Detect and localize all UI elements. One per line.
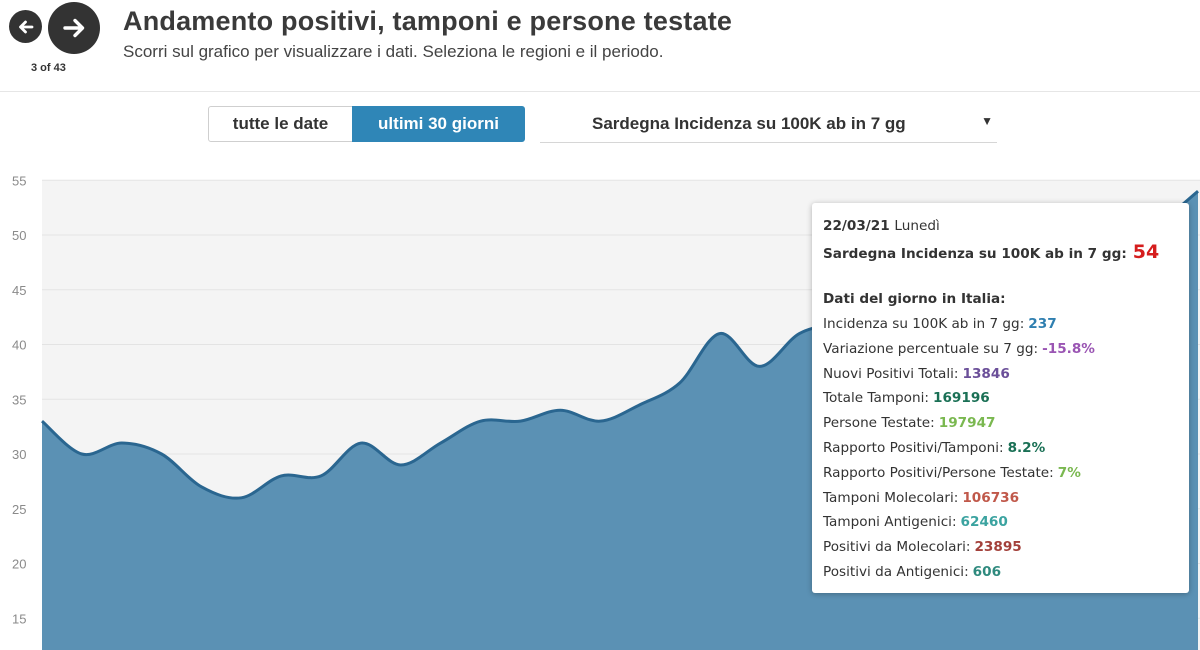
tooltip-row: Persone Testate: 197947 [823,415,996,431]
y-tick-label: 35 [12,392,26,407]
y-tick-label: 45 [12,283,26,298]
prev-button[interactable] [9,10,42,43]
page-subtitle: Scorri sul grafico per visualizzare i da… [123,42,664,61]
data-point[interactable] [438,440,444,446]
tooltip-main-value: 54 [1132,241,1160,263]
arrow-right-icon [63,18,85,38]
data-point[interactable] [517,418,523,424]
data-point[interactable] [717,331,723,337]
data-point[interactable] [637,402,643,408]
data-point[interactable] [358,440,364,446]
y-tick-label: 30 [12,447,26,462]
tooltip-row: Incidenza su 100K ab in 7 gg: 237 [823,316,1057,332]
tooltip-row-value: 7% [1057,464,1081,481]
tooltip-row-label: Positivi da Antigenici: [823,564,969,580]
tooltip-row-label: Tamponi Antigenici: [823,514,957,531]
data-point[interactable] [119,440,125,446]
tooltip-date: 22/03/21 [823,218,890,234]
tooltip-row: Nuovi Positivi Totali: 13846 [823,366,1010,382]
tooltip-row: Tamponi Antigenici: 62460 [823,514,1008,530]
tooltip-date-line: 22/03/21 Lunedì [823,218,940,234]
header-divider [0,91,1200,92]
tooltip-row-label: Rapporto Positivi/Tamponi: [823,440,1004,456]
tooltip-row: Positivi da Molecolari: 23895 [823,539,1022,555]
data-point[interactable] [159,451,165,457]
tooltip-day: Lunedì [894,218,940,234]
y-tick-label: 50 [12,228,26,243]
tooltip-row-value: 8.2% [1007,440,1046,456]
tooltip-row-value: 62460 [960,514,1008,531]
tooltip-row: Positivi da Antigenici: 606 [823,564,1001,580]
next-button[interactable] [48,2,100,54]
tooltip-row: Rapporto Positivi/Persone Testate: 7% [823,465,1081,481]
y-tick-label: 40 [12,338,26,353]
tooltip-row-label: Nuovi Positivi Totali: [823,365,959,382]
data-point[interactable] [238,495,244,501]
data-point[interactable] [677,380,683,386]
y-tick-label: 25 [12,502,26,517]
tooltip-main-line: Sardegna Incidenza su 100K ab in 7 gg: 54 [823,241,1159,263]
region-metric-select-value: Sardegna Incidenza su 100K ab in 7 gg [592,114,906,133]
data-point[interactable] [597,418,603,424]
period-last-30-days-button[interactable]: ultimi 30 giorni [352,106,525,142]
data-tooltip: 22/03/21 Lunedì Sardegna Incidenza su 10… [812,203,1189,593]
tooltip-row-label: Rapporto Positivi/Persone Testate: [823,464,1054,481]
tooltip-row: Totale Tamponi: 169196 [823,390,990,406]
tooltip-row-label: Variazione percentuale su 7 gg: [823,340,1039,357]
tooltip-row-value: 237 [1028,316,1057,332]
period-all-dates-button[interactable]: tutte le date [208,106,353,142]
tooltip-row-label: Persone Testate: [823,415,935,432]
tooltip-row-label: Totale Tamponi: [823,390,929,407]
tooltip-row-label: Positivi da Molecolari: [823,539,971,556]
data-point[interactable] [398,462,404,468]
region-metric-select[interactable]: Sardegna Incidenza su 100K ab in 7 gg ▼ [540,106,997,143]
data-point[interactable] [198,484,204,490]
data-point[interactable] [39,418,45,424]
tooltip-row: Variazione percentuale su 7 gg: -15.8% [823,341,1095,357]
tooltip-section-title: Dati del giorno in Italia: [823,291,1006,307]
y-tick-label: 15 [12,611,26,626]
tooltip-row-value: 606 [972,564,1002,580]
tooltip-row-label: Incidenza su 100K ab in 7 gg: [823,316,1025,332]
data-point[interactable] [318,473,324,479]
tooltip-main-label: Sardegna Incidenza su 100K ab in 7 gg: [823,246,1127,262]
page-title: Andamento positivi, tamponi e persone te… [123,6,733,36]
tooltip-row-value: 169196 [932,390,990,407]
y-tick-label: 55 [12,173,26,188]
tooltip-row-value: 13846 [962,365,1010,382]
tooltip-row-value: 197947 [938,415,996,432]
data-point[interactable] [79,451,85,457]
data-point[interactable] [757,363,763,369]
tooltip-row: Tamponi Molecolari: 106736 [823,490,1019,506]
arrow-left-icon [18,20,33,33]
y-tick-label: 20 [12,557,26,572]
page-counter: 3 of 43 [31,62,66,74]
data-point[interactable] [557,407,563,413]
tooltip-row: Rapporto Positivi/Tamponi: 8.2% [823,440,1045,456]
tooltip-row-value: -15.8% [1042,340,1095,357]
tooltip-row-value: 23895 [974,539,1022,556]
data-point[interactable] [796,331,802,337]
data-point[interactable] [278,473,284,479]
tooltip-row-value: 106736 [962,489,1020,506]
data-point[interactable] [477,418,483,424]
chevron-down-icon: ▼ [981,114,993,128]
tooltip-row-label: Tamponi Molecolari: [823,489,959,506]
